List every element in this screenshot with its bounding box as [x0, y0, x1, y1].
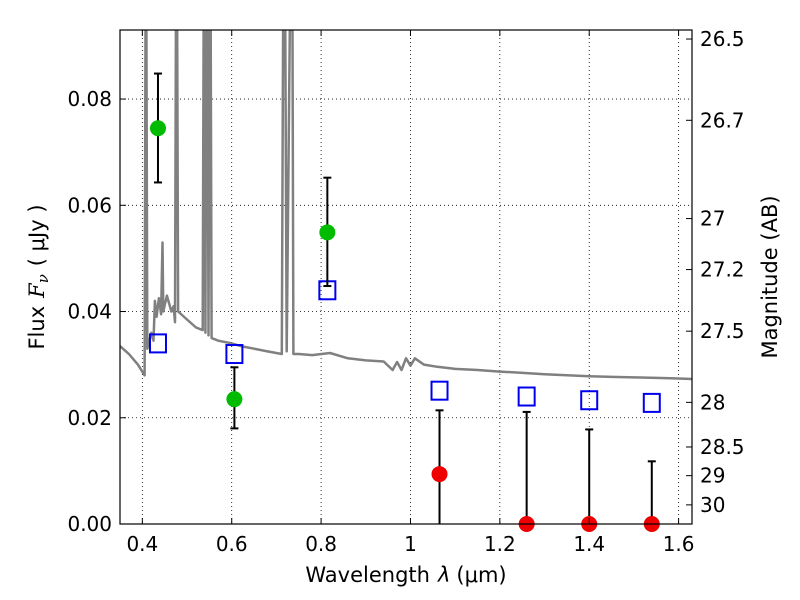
detection-point	[149, 120, 166, 137]
y2-tick-label: 28	[700, 390, 725, 414]
detection-point	[319, 224, 336, 241]
model-photometry-marker	[430, 380, 449, 401]
x-tick-label: 1	[404, 532, 417, 556]
plot-frame	[119, 29, 693, 525]
model-photometry-marker	[148, 333, 167, 354]
y-tick-label: 0.00	[67, 512, 112, 536]
y2-axis-label: Magnitude (AB)	[758, 195, 782, 358]
y-tick-label: 0.04	[67, 300, 112, 324]
y2-tick-label: 26.7	[700, 108, 745, 132]
y2-tick-label: 26.5	[700, 27, 745, 51]
detection-point	[226, 391, 243, 408]
model-photometry-marker	[580, 390, 599, 411]
model-photometry-marker	[517, 386, 536, 407]
plot-background	[120, 30, 692, 524]
y-axis-label: FluxFν( μJy )	[25, 204, 52, 349]
tick-layer: 0.4 0.6 0.8 1 1.2 1.4 1.6 0.00 0.02 0.04 0.06 0.08 2…	[67, 27, 744, 556]
y2-tick-label: 27.5	[700, 319, 745, 343]
x-tick-label: 1.6	[663, 532, 695, 556]
y-tick-label: 0.02	[67, 406, 112, 430]
y-tick-label: 0.08	[67, 87, 112, 111]
non-detection-point	[431, 466, 448, 483]
x-axis-label: Wavelength λ (μm)	[305, 563, 506, 587]
y2-tick-label: 29	[700, 464, 725, 488]
x-tick-label: 0.8	[305, 532, 337, 556]
model-photometry-marker	[225, 344, 244, 365]
x-tick-label: 1.4	[573, 532, 605, 556]
y-tick-label: 0.06	[67, 193, 112, 217]
y2-tick-label: 30	[700, 493, 725, 517]
y2-tick-label: 28.5	[700, 435, 745, 459]
x-tick-label: 0.6	[216, 532, 248, 556]
marker-layer	[148, 72, 661, 532]
x-tick-label: 1.2	[484, 532, 516, 556]
y2-tick-label: 27	[700, 207, 725, 231]
x-tick-label: 0.4	[126, 532, 158, 556]
y2-tick-label: 27.2	[700, 258, 745, 282]
model-photometry-marker	[642, 392, 661, 413]
